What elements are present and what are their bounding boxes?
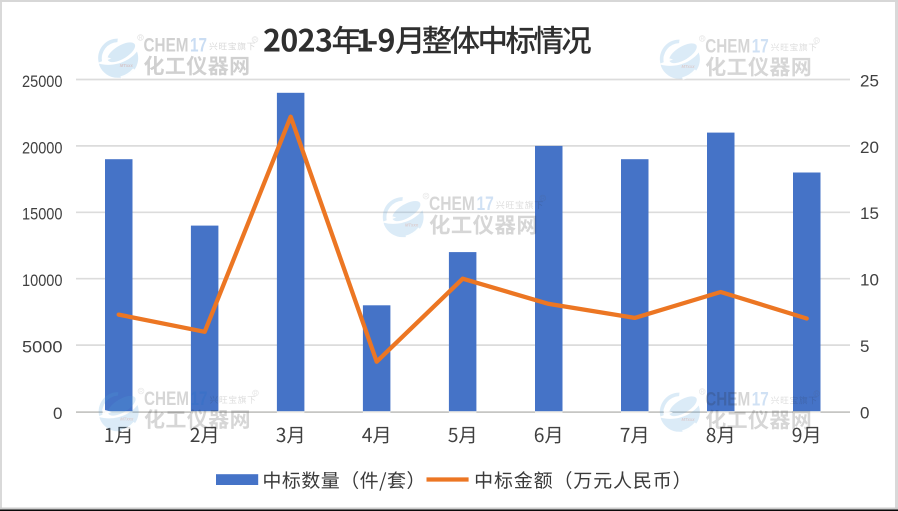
svg-text:0: 0	[860, 403, 869, 422]
svg-text:25: 25	[860, 71, 879, 90]
svg-text:5000: 5000	[22, 338, 63, 357]
svg-text:20000: 20000	[22, 138, 63, 157]
svg-text:5: 5	[860, 337, 869, 356]
svg-text:0: 0	[53, 404, 62, 423]
svg-text:15000: 15000	[22, 205, 63, 224]
svg-text:10: 10	[860, 271, 879, 290]
svg-text:20: 20	[860, 138, 879, 157]
svg-text:25000: 25000	[22, 72, 63, 91]
svg-text:10000: 10000	[22, 271, 63, 290]
svg-text:15: 15	[860, 204, 879, 223]
